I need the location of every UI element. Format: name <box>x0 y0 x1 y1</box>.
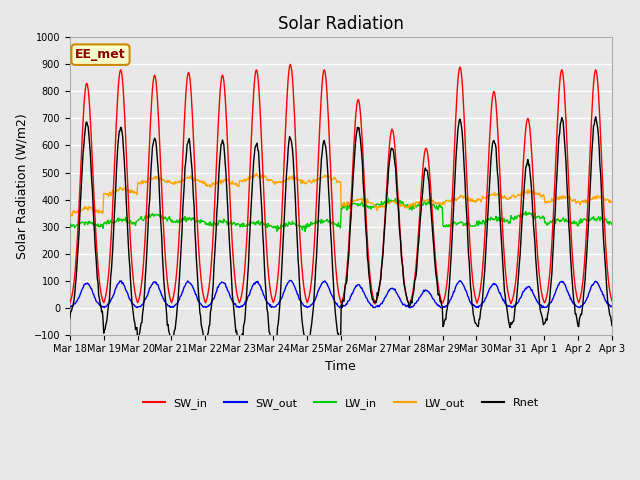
Title: Solar Radiation: Solar Radiation <box>278 15 404 33</box>
X-axis label: Time: Time <box>326 360 356 373</box>
Legend: SW_in, SW_out, LW_in, LW_out, Rnet: SW_in, SW_out, LW_in, LW_out, Rnet <box>138 394 543 414</box>
Text: EE_met: EE_met <box>75 48 126 61</box>
Y-axis label: Solar Radiation (W/m2): Solar Radiation (W/m2) <box>15 113 28 259</box>
